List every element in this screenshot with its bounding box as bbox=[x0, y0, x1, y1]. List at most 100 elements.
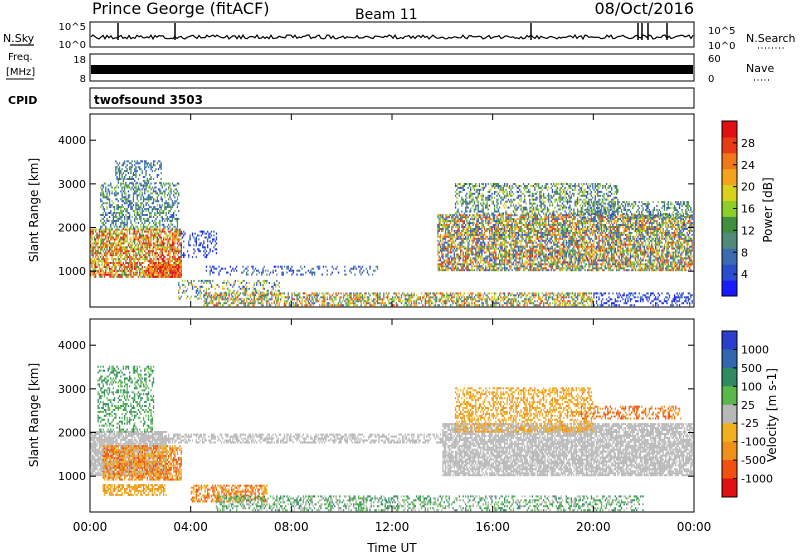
heatmap-cell-0-0 bbox=[106, 240, 107, 242]
heatmap-cell-0-8 bbox=[464, 242, 465, 244]
heatmap-cell-0-1 bbox=[133, 210, 134, 212]
heatmap-cell-0-8 bbox=[441, 214, 442, 216]
heatmap-cell-0-1 bbox=[118, 218, 119, 220]
heatmap-cell-0-1 bbox=[116, 218, 117, 220]
heatmap-cell-0-8 bbox=[465, 238, 466, 240]
heatmap-cell-0-8 bbox=[484, 246, 485, 248]
heatmap-cell-0-8 bbox=[481, 222, 482, 224]
heatmap-cell-0-7 bbox=[289, 302, 290, 304]
heatmap-cell-0-5 bbox=[353, 268, 354, 270]
heatmap-cell-0-7 bbox=[228, 296, 229, 298]
heatmap-cell-0-1 bbox=[104, 220, 105, 222]
heatmap-cell-0-0 bbox=[116, 276, 117, 278]
heatmap-cell-0-0 bbox=[164, 248, 165, 250]
heatmap-cell-0-0 bbox=[171, 260, 172, 262]
heatmap-cell-0-8 bbox=[444, 242, 445, 244]
heatmap-cell-0-0 bbox=[138, 266, 139, 268]
heatmap-cell-0-2 bbox=[120, 172, 121, 174]
heatmap-cell-0-6 bbox=[222, 282, 223, 284]
heatmap-cell-0-0 bbox=[123, 270, 124, 272]
heatmap-cell-0-8 bbox=[447, 252, 448, 254]
heatmap-cell-0-0 bbox=[104, 242, 105, 244]
heatmap-cell-0-2 bbox=[134, 180, 135, 182]
heatmap-cell-0-7 bbox=[225, 296, 226, 298]
heatmap-cell-0-3 bbox=[150, 274, 151, 276]
heatmap-cell-0-2 bbox=[153, 162, 154, 164]
heatmap-cell-0-7 bbox=[410, 300, 411, 302]
heatmap-cell-0-8 bbox=[493, 216, 494, 218]
heatmap-cell-0-8 bbox=[495, 254, 496, 256]
heatmap-cell-0-0 bbox=[144, 244, 145, 246]
heatmap-cell-0-0 bbox=[129, 233, 130, 235]
heatmap-cell-0-8 bbox=[466, 216, 467, 218]
heatmap-cell-0-0 bbox=[110, 274, 111, 276]
heatmap-cell-0-0 bbox=[103, 242, 104, 244]
heatmap-cell-0-8 bbox=[480, 234, 481, 236]
heatmap-cell-0-8 bbox=[468, 248, 469, 250]
heatmap-cell-0-0 bbox=[135, 231, 136, 233]
heatmap-cell-0-7 bbox=[447, 294, 448, 296]
heatmap-cell-0-0 bbox=[137, 229, 138, 231]
heatmap-cell-0-2 bbox=[154, 170, 155, 172]
heatmap-cell-0-8 bbox=[461, 244, 462, 246]
heatmap-cell-0-0 bbox=[91, 260, 92, 262]
heatmap-cell-0-7 bbox=[356, 292, 357, 294]
heatmap-cell-0-0 bbox=[98, 237, 99, 239]
heatmap-cell-0-7 bbox=[474, 296, 475, 298]
heatmap-cell-0-7 bbox=[310, 294, 311, 296]
heatmap-cell-0-0 bbox=[120, 264, 121, 266]
heatmap-cell-0-5 bbox=[269, 274, 270, 276]
heatmap-cell-0-7 bbox=[512, 302, 513, 304]
heatmap-cell-0-0 bbox=[163, 240, 164, 242]
heatmap-cell-0-0 bbox=[95, 262, 96, 264]
heatmap-cell-0-6 bbox=[232, 296, 233, 298]
heatmap-cell-0-0 bbox=[169, 250, 170, 252]
heatmap-cell-0-7 bbox=[236, 296, 237, 298]
heatmap-cell-0-6 bbox=[260, 296, 261, 298]
heatmap-cell-0-0 bbox=[120, 274, 121, 276]
heatmap-cell-0-7 bbox=[241, 302, 242, 304]
heatmap-cell-0-0 bbox=[171, 229, 172, 231]
heatmap-cell-0-1 bbox=[155, 200, 156, 202]
heatmap-cell-0-2 bbox=[133, 174, 134, 176]
heatmap-cell-0-7 bbox=[309, 294, 310, 296]
heatmap-cell-0-1 bbox=[157, 200, 158, 202]
heatmap-cell-0-8 bbox=[494, 256, 495, 258]
heatmap-cell-0-7 bbox=[563, 298, 564, 300]
heatmap-cell-0-7 bbox=[371, 298, 372, 300]
heatmap-cell-0-1 bbox=[122, 222, 123, 224]
heatmap-cell-0-0 bbox=[95, 264, 96, 266]
heatmap-cell-0-7 bbox=[395, 296, 396, 298]
heatmap-cell-0-3 bbox=[177, 276, 178, 278]
heatmap-cell-0-7 bbox=[538, 296, 539, 298]
heatmap-cell-0-0 bbox=[134, 231, 135, 233]
heatmap-cell-0-1 bbox=[176, 192, 177, 194]
heatmap-cell-0-1 bbox=[132, 187, 133, 189]
heatmap-cell-0-0 bbox=[106, 244, 107, 246]
heatmap-cell-0-7 bbox=[435, 292, 436, 294]
heatmap-cell-0-1 bbox=[168, 218, 169, 220]
heatmap-cell-0-7 bbox=[494, 292, 495, 294]
heatmap-cell-0-7 bbox=[449, 300, 450, 302]
heatmap-cell-0-8 bbox=[455, 246, 456, 248]
heatmap-cell-0-7 bbox=[500, 300, 501, 302]
heatmap-cell-0-3 bbox=[163, 268, 164, 270]
heatmap-cell-0-0 bbox=[99, 260, 100, 262]
heatmap-cell-0-4 bbox=[183, 256, 184, 258]
heatmap-cell-0-7 bbox=[533, 292, 534, 294]
heatmap-cell-0-0 bbox=[95, 240, 96, 242]
heatmap-cell-0-4 bbox=[210, 233, 211, 235]
heatmap-cell-0-7 bbox=[523, 304, 524, 306]
heatmap-cell-0-1 bbox=[164, 208, 165, 210]
heatmap-cell-0-1 bbox=[137, 196, 138, 198]
heatmap-cell-0-0 bbox=[159, 229, 160, 231]
heatmap-cell-0-0 bbox=[132, 258, 133, 260]
heatmap-cell-0-0 bbox=[130, 272, 131, 274]
heatmap-cell-0-1 bbox=[100, 220, 101, 222]
heatmap-cell-0-8 bbox=[444, 218, 445, 220]
heatmap-cell-0-7 bbox=[460, 304, 461, 306]
heatmap-cell-0-1 bbox=[108, 220, 109, 222]
heatmap-cell-0-1 bbox=[119, 226, 120, 228]
heatmap-cell-0-1 bbox=[109, 212, 110, 214]
heatmap-cell-0-7 bbox=[488, 296, 489, 298]
